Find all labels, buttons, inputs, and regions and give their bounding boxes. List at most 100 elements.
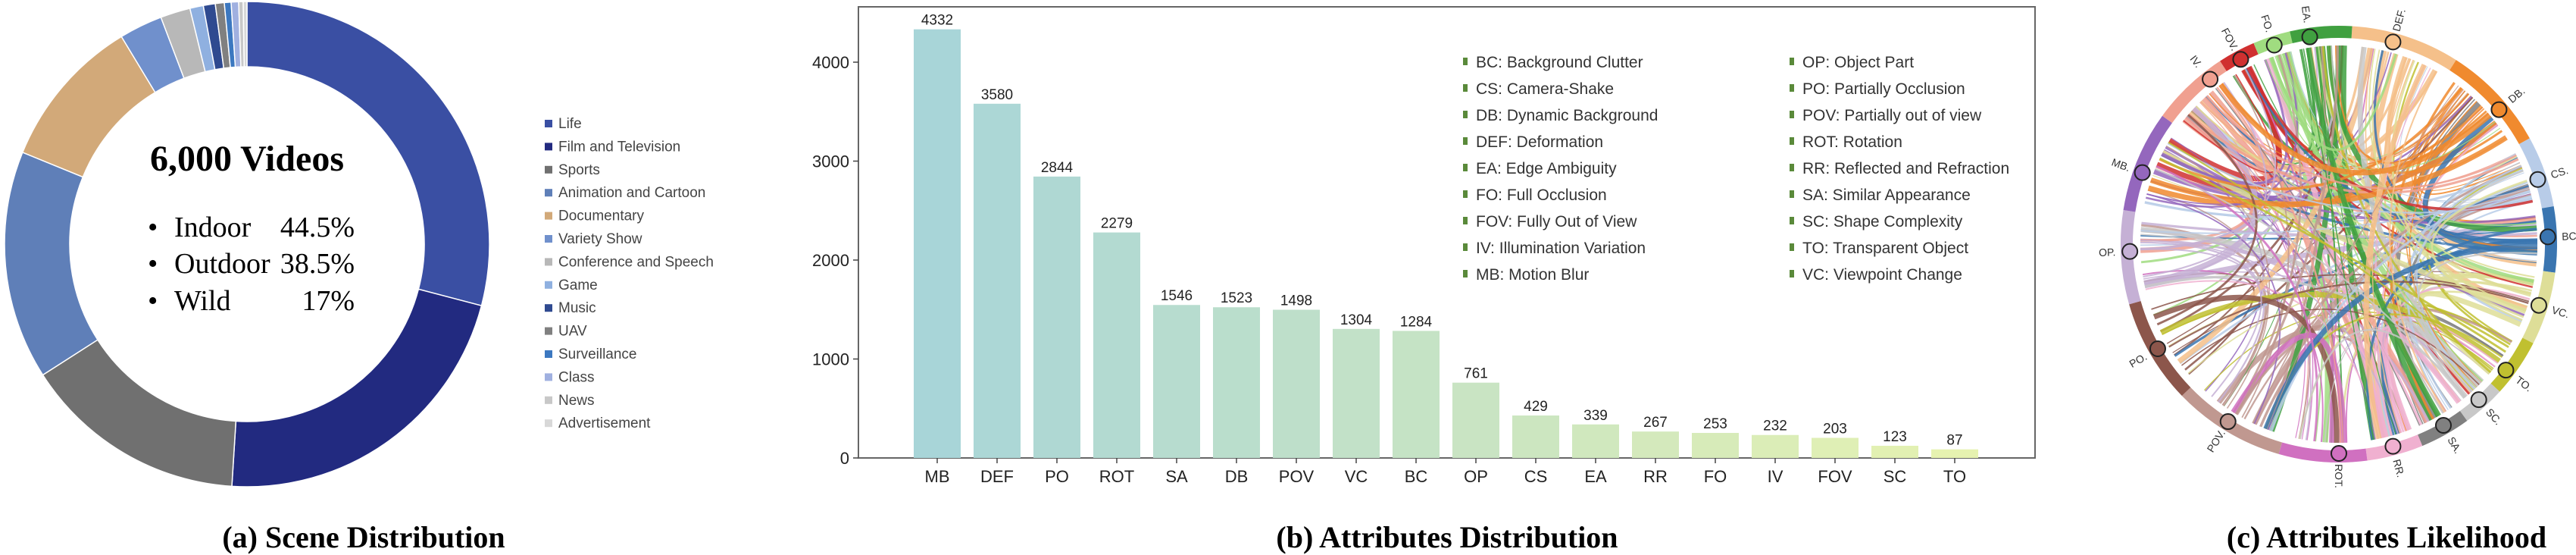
scene-donut-chart [4, 1, 490, 488]
x-tick-label: FO [1704, 467, 1727, 486]
legend-swatch [545, 235, 552, 243]
chord-ribbon [2265, 59, 2496, 171]
chord-ribbon [2146, 52, 2392, 205]
chord-ribbon [2168, 141, 2493, 371]
chord-ribbon [2140, 248, 2262, 397]
caption-c: (c) Attributes Likelihood [2227, 520, 2546, 554]
y-tick-label: 1000 [812, 350, 849, 369]
chord-arc [2123, 115, 2172, 212]
chord-node [2490, 101, 2508, 118]
legend-entry: PO: Partially Occlusion [1802, 80, 1965, 98]
legend-label: Game [558, 278, 598, 293]
stat-value: 38.5% [280, 248, 355, 280]
x-tick-label: RR [1643, 467, 1668, 486]
x-tick-label: OP [1464, 467, 1488, 486]
chord-arc [2162, 61, 2227, 124]
legend-marker [1463, 111, 1468, 118]
chord-node [2121, 243, 2139, 260]
chord-ribbon [2316, 46, 2396, 435]
legend-marker [1463, 137, 1468, 145]
chord-node [2529, 171, 2546, 188]
attribute-bar-chart: 0 1000 2000 3000 4000 4332 MB 3580 DEF 2844 PO 2279… [812, 13, 1978, 486]
legend-entry: FOV: Fully Out of View [1476, 213, 1637, 230]
bar-value-label: 1498 [1280, 293, 1312, 309]
legend-label: UAV [558, 324, 587, 340]
chord-node [2384, 33, 2402, 51]
legend-marker [1790, 190, 1794, 198]
legend-swatch [545, 327, 552, 335]
chord-ribbon [2184, 92, 2468, 177]
y-tick-label: 2000 [812, 251, 849, 270]
attribute-legend: BC: Background Clutter CS: Camera-Shake DB… [1463, 54, 2009, 284]
bar-VC [1333, 328, 1380, 458]
legend-entry: DEF: Deformation [1476, 133, 1603, 151]
chord-node-label: DEF. [2390, 8, 2408, 33]
chord-node [2232, 51, 2249, 68]
legend-entry: EA: Edge Ambiguity [1476, 160, 1617, 177]
bar-EA [1572, 424, 1619, 458]
chord-node [2470, 391, 2487, 409]
chord-ribbon [2270, 53, 2398, 152]
bar-value-label: 87 [1946, 433, 1962, 449]
donut-slice [4, 151, 98, 376]
bar-value-label: 2279 [1101, 216, 1133, 232]
bar-value-label: 429 [1524, 399, 1548, 415]
x-tick-label: SC [1884, 467, 1907, 486]
legend-swatch [545, 189, 552, 197]
bar-value-label: 2844 [1041, 160, 1074, 176]
chord-node-label: IV. [2187, 53, 2204, 70]
legend-label: Animation and Cartoon [558, 185, 705, 201]
legend-swatch [545, 165, 552, 174]
legend-entry: ROT: Rotation [1802, 133, 1902, 151]
chord-ribbon [2389, 71, 2446, 413]
legend-label: Conference and Speech [558, 254, 714, 270]
chord-ribbon [2363, 64, 2427, 440]
bar-ROT [1093, 232, 1140, 458]
legend-entry: FO: Full Occlusion [1476, 187, 1607, 204]
donut-slice [42, 339, 237, 488]
bar-PO [1033, 176, 1080, 458]
x-tick-label: MB [925, 467, 950, 486]
legend-marker [1790, 58, 1794, 65]
legend-entry: TO: Transparent Object [1802, 240, 1968, 257]
x-tick-label: EA [1584, 467, 1607, 486]
bar-value-label: 3580 [981, 87, 1013, 103]
legend-swatch [545, 258, 552, 266]
legend-entry: MB: Motion Blur [1476, 266, 1589, 284]
chord-node-label: CS. [2549, 164, 2569, 180]
stat-value: 17% [302, 285, 355, 317]
chord-ribbon [2431, 180, 2528, 318]
chord-ribbon [2144, 276, 2312, 441]
legend-label: News [558, 393, 595, 409]
x-tick-label: TO [1943, 467, 1966, 486]
bullet: • [148, 285, 158, 317]
y-tick-label: 0 [840, 449, 849, 468]
legend-entry: SC: Shape Complexity [1802, 213, 1963, 230]
chord-node [2301, 28, 2318, 45]
chord-ribbon [2206, 95, 2517, 190]
legend-marker [1790, 164, 1794, 171]
chord-ribbon [2168, 281, 2529, 348]
chord-arc [2351, 26, 2456, 71]
chord-arc [2290, 26, 2352, 43]
center-stat-indoor: • Indoor 44.5% [148, 212, 355, 243]
chord-node [2149, 340, 2166, 357]
chord-ribbon [2144, 275, 2482, 384]
legend-marker [1790, 84, 1794, 92]
legend-marker [1463, 164, 1468, 171]
bar-POV [1273, 309, 1320, 458]
x-tick-label: BC [1405, 467, 1428, 486]
chord-node [2134, 164, 2151, 181]
chord-node-label: FO. [2259, 13, 2275, 33]
caption-b: (b) Attributes Distribution [1276, 520, 1618, 554]
bar-OP [1452, 382, 1499, 458]
chord-arc [2449, 60, 2530, 145]
donut-center-title: 6,000 Videos [150, 139, 344, 179]
chord-ribbon [2415, 165, 2522, 390]
chord-ribbon [2265, 45, 2327, 430]
legend-swatch [545, 212, 552, 220]
bullet: • [148, 248, 158, 280]
chord-ribbon [2140, 191, 2531, 234]
x-tick-label: DEF [980, 467, 1014, 486]
